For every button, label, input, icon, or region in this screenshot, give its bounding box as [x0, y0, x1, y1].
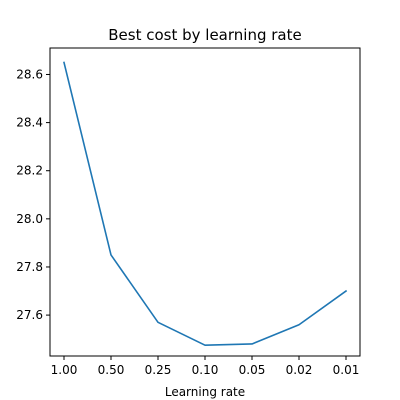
- y-tick-label: 28.0: [16, 212, 43, 226]
- x-tick-label: 0.02: [286, 363, 313, 377]
- x-tick-label: 0.50: [98, 363, 125, 377]
- axes-frame: [49, 47, 361, 357]
- y-tick-label: 28.2: [16, 164, 43, 178]
- y-tick-label: 28.6: [16, 67, 43, 81]
- x-tick-label: 1.00: [51, 363, 78, 377]
- x-tick-label: 0.05: [239, 363, 266, 377]
- chart-title: Best cost by learning rate: [108, 26, 301, 44]
- y-tick-label: 27.6: [16, 308, 43, 322]
- x-tick-label: 0.10: [192, 363, 219, 377]
- x-axis-label: Learning rate: [165, 385, 245, 399]
- x-tick-label: 0.01: [333, 363, 360, 377]
- y-tick-label: 27.8: [16, 260, 43, 274]
- plot-area: 1.00 0.50 0.25 0.10 0.05 0.02 0.01 27.6 27.8 28.0…: [16, 61, 360, 377]
- y-tick-label: 28.4: [16, 116, 43, 130]
- x-tick-label: 0.25: [145, 363, 172, 377]
